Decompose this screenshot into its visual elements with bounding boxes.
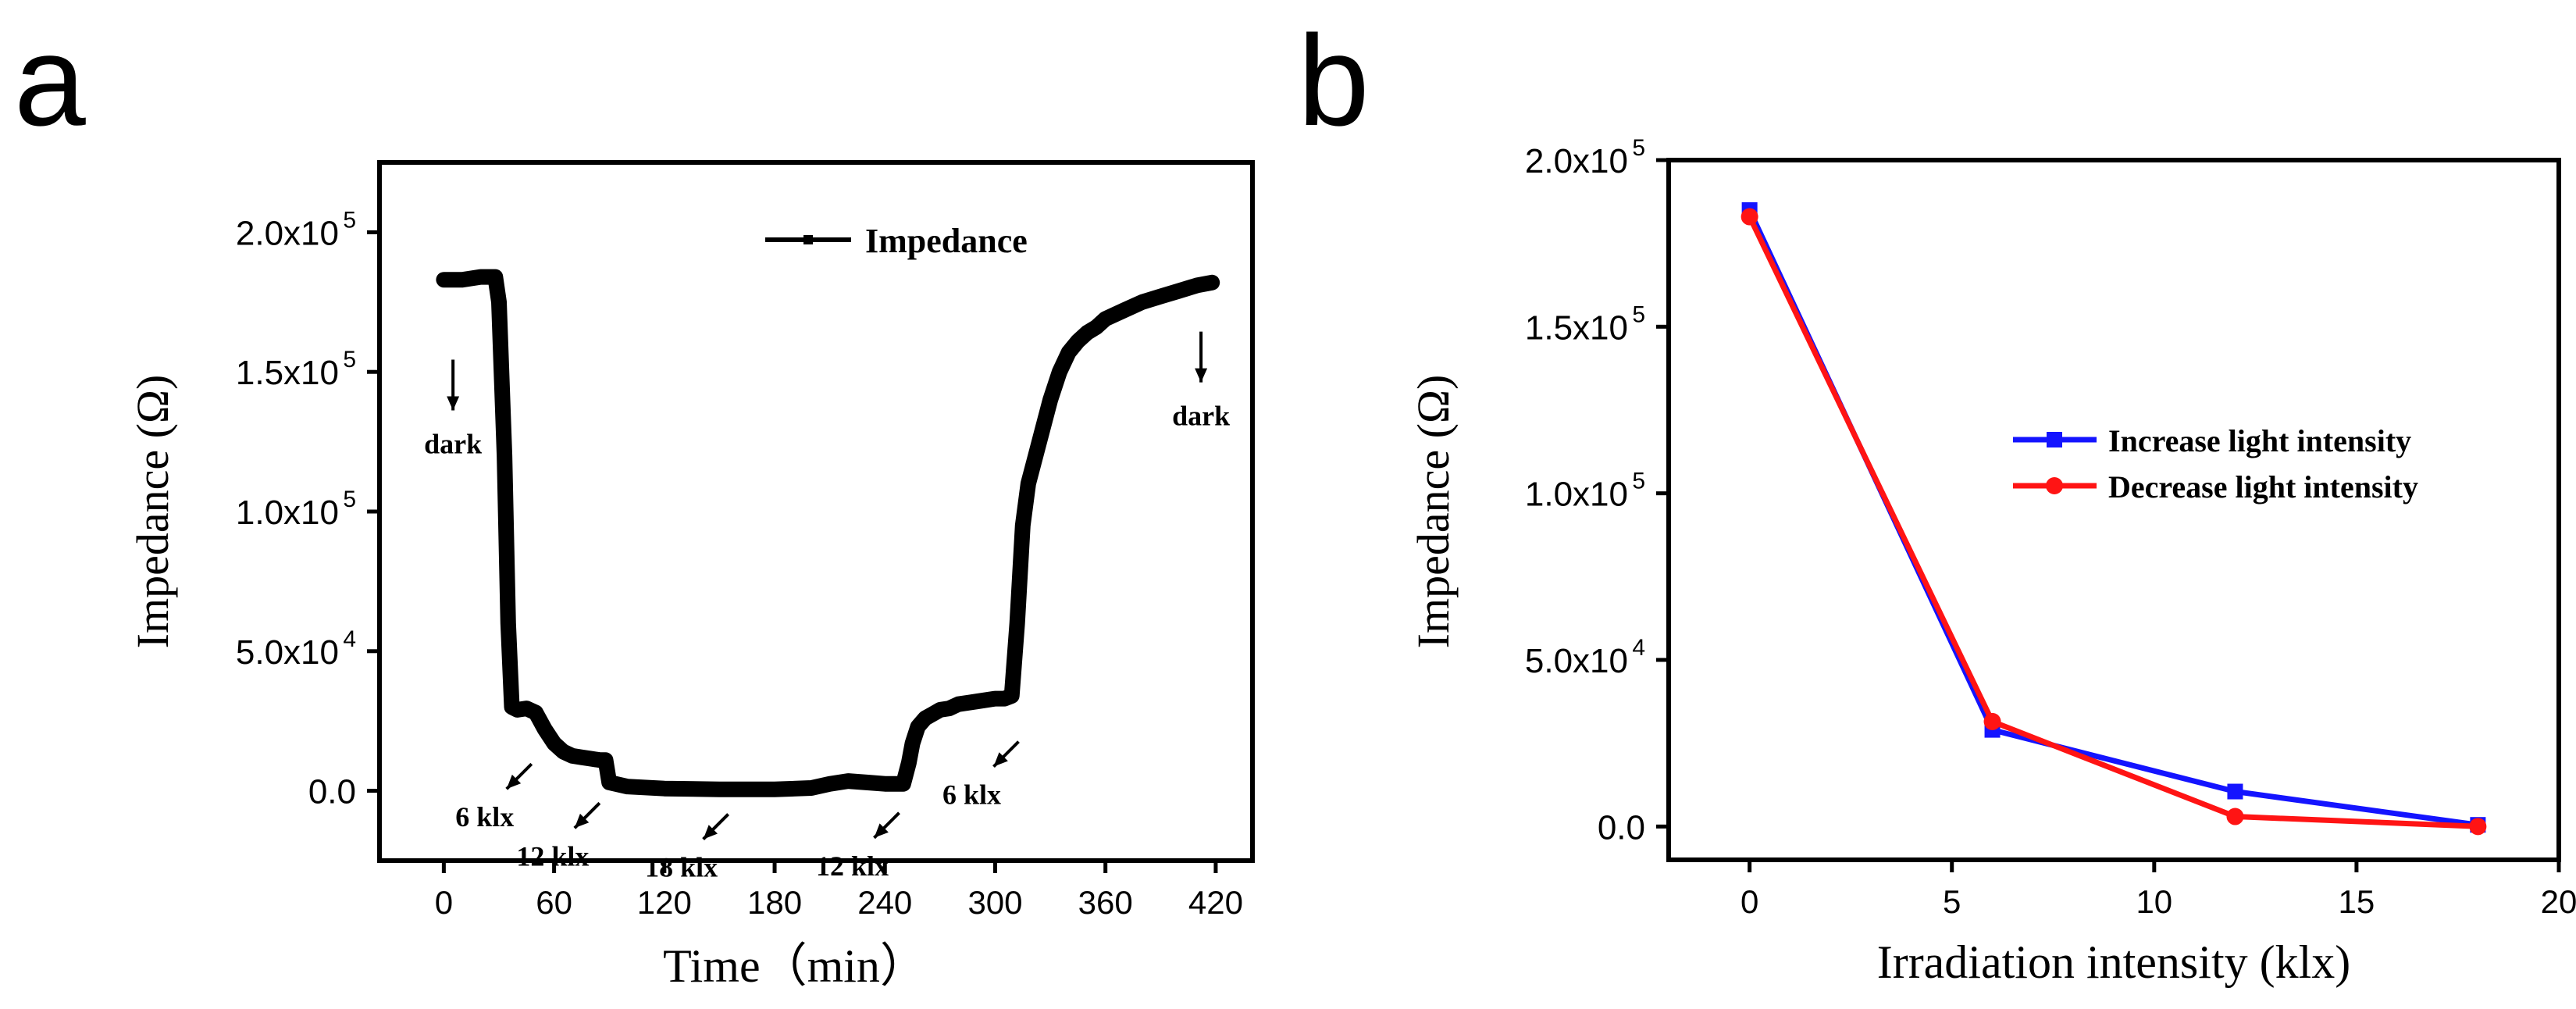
- panel-b-y-tick-exponent: 5: [1632, 301, 1645, 327]
- panel-letter-b: b: [1298, 9, 1370, 152]
- annotation-label: dark: [424, 428, 482, 459]
- panel-b-plot-area: [1740, 202, 2487, 836]
- panel-a-x-tick-label: 300: [967, 884, 1022, 921]
- increase-series-point: [2227, 783, 2243, 800]
- decrease-series-point: [1983, 712, 2001, 730]
- panel-a-y-tick-exponent: 4: [343, 626, 356, 652]
- annotation-label: 12 klx: [816, 850, 889, 882]
- panel-b-legend: Increase light intensity Decrease light …: [2013, 423, 2418, 504]
- decrease-series-point: [2226, 808, 2244, 825]
- panel-a-y-tick-exponent: 5: [343, 347, 356, 373]
- panel-b-x-tick-label: 5: [1943, 883, 1961, 920]
- panel-b: 0 5 10 15 200.05.0x10 41.0x10 51.5x10 52.0x10 5 …: [1408, 135, 2576, 988]
- panel-b-legend-decrease-label: Decrease light intensity: [2108, 469, 2418, 504]
- panel-b-y-tick-label: 5.0x10: [1525, 642, 1628, 680]
- panel-b-y-tick-label: 1.0x10: [1525, 476, 1628, 514]
- panel-a-legend-label: Impedance: [865, 222, 1028, 260]
- panel-b-y-tick-label: 0.0: [1598, 808, 1645, 847]
- panel-b-legend-increase-label: Increase light intensity: [2108, 423, 2411, 458]
- annotation-arrowhead: [703, 825, 718, 840]
- decrease-series-point: [1740, 208, 1758, 226]
- annotation-arrowhead: [574, 813, 590, 829]
- annotation-arrowhead: [1195, 368, 1208, 383]
- panel-a-x-axis-title: Time（min）: [663, 940, 927, 992]
- panel-a-y-tick-label: 1.0x10: [236, 494, 339, 532]
- panel-b-frame: [1666, 158, 2561, 862]
- panel-a-y-tick-label: 5.0x10: [236, 633, 339, 672]
- panel-a-y-tick-label: 1.5x10: [236, 354, 339, 392]
- decrease-series-line: [1747, 215, 2478, 829]
- annotation-label: 12 klx: [516, 840, 589, 872]
- annotation-arrowhead: [993, 752, 1008, 767]
- decrease-series-point: [2469, 818, 2487, 836]
- annotation-label: 6 klx: [942, 779, 1001, 811]
- panel-a-x-tick-label: 420: [1188, 884, 1243, 921]
- panel-b-y-axis-title: Impedance (Ω): [1408, 375, 1459, 649]
- annotation-arrowhead: [447, 396, 460, 411]
- panel-a-legend-marker: [803, 235, 813, 244]
- panel-b-y-tick-label: 1.5x10: [1525, 308, 1628, 347]
- annotation-label: 6 klx: [455, 801, 514, 833]
- panel-a-legend: Impedance: [765, 222, 1028, 260]
- panel-b-x-tick-label: 20: [2541, 883, 2576, 920]
- annotation-arrowhead: [874, 823, 889, 838]
- panel-a-frame: [377, 160, 1255, 863]
- panel-a-y-axis-title: Impedance (Ω): [127, 375, 178, 649]
- panel-b-y-tick-exponent: 5: [1632, 469, 1645, 494]
- panel-b-y-tick-exponent: 4: [1632, 635, 1645, 661]
- panel-b-y-tick-label: 2.0x10: [1525, 142, 1628, 180]
- annotation-arrowhead: [506, 774, 522, 790]
- panel-a-y-tick-label: 2.0x10: [236, 214, 339, 252]
- impedance-series-line: [436, 269, 1220, 797]
- panel-a-y-tick-exponent: 5: [343, 487, 356, 512]
- panel-b-x-tick-label: 15: [2339, 883, 2375, 920]
- panel-a-x-tick-label: 360: [1078, 884, 1133, 921]
- annotation-label: dark: [1172, 401, 1230, 432]
- panel-a-y-tick-exponent: 5: [343, 207, 356, 233]
- panel-b-ticks: 0 5 10 15 200.05.0x10 41.0x10 51.5x10 52.0x10 5: [1525, 135, 2576, 920]
- panel-a-x-tick-label: 0: [435, 884, 453, 921]
- panel-b-legend-decrease-marker: [2046, 477, 2063, 494]
- panel-a-x-tick-label: 180: [747, 884, 802, 921]
- panel-b-x-tick-label: 10: [2136, 883, 2172, 920]
- annotation-label: 18 klx: [645, 852, 718, 883]
- increase-series-line: [1747, 209, 2478, 828]
- panel-b-x-axis-title: Irradiation intensity (klx): [1877, 936, 2351, 988]
- panel-b-y-tick-exponent: 5: [1632, 135, 1645, 161]
- panel-a-plot-area: [436, 269, 1220, 797]
- panel-a-x-tick-label: 240: [857, 884, 912, 921]
- panel-a-y-tick-label: 0.0: [308, 773, 356, 811]
- panel-b-legend-increase-marker: [2047, 432, 2062, 447]
- panel-a-x-tick-label: 60: [536, 884, 572, 921]
- panel-b-x-tick-label: 0: [1740, 883, 1758, 920]
- panel-letter-a: a: [14, 9, 86, 152]
- panel-a-x-tick-label: 120: [637, 884, 692, 921]
